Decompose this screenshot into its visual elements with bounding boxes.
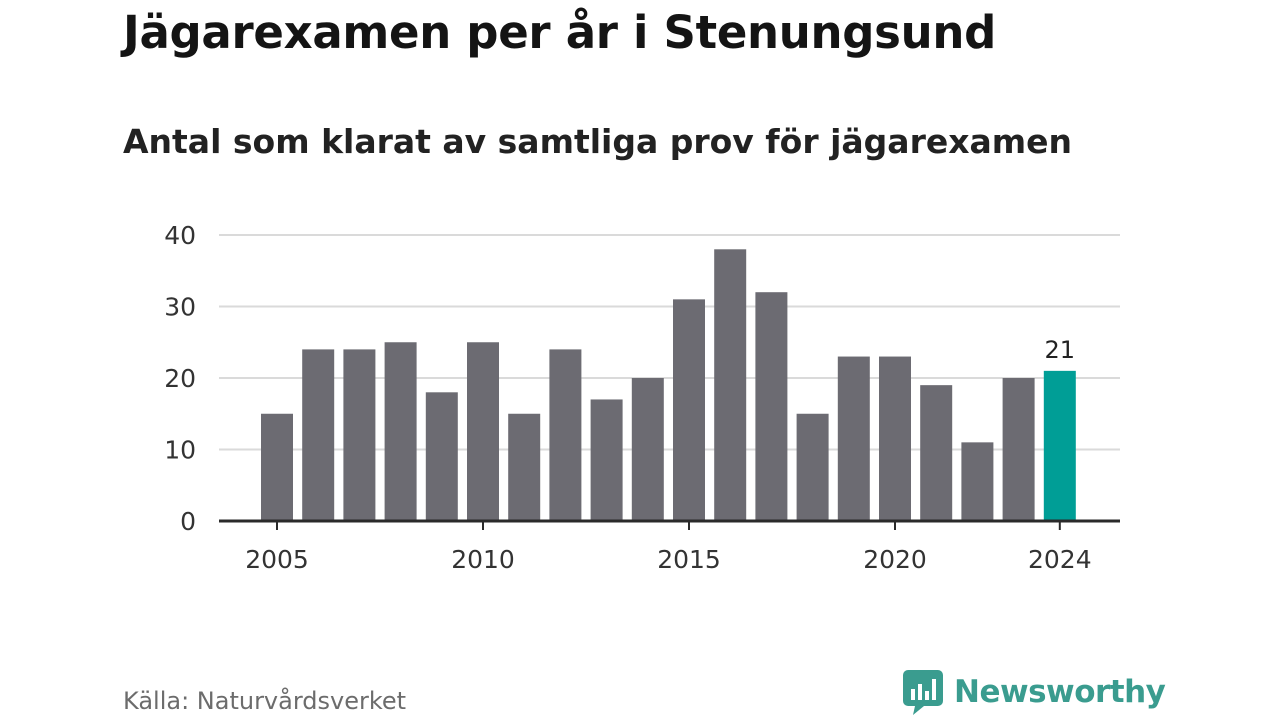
bar: [508, 413, 541, 521]
bar: [755, 292, 788, 521]
bar: [714, 249, 747, 522]
bar: [549, 349, 582, 521]
newsworthy-logo-icon: [903, 670, 943, 715]
y-tick-label: 40: [164, 221, 196, 250]
bar: [302, 349, 335, 521]
bar: [837, 356, 870, 521]
bar: [673, 299, 705, 521]
source-note: Källa: Naturvårdsverket: [123, 687, 407, 715]
bar: [879, 356, 911, 521]
y-tick-label: 20: [164, 364, 196, 393]
x-tick-label: 2010: [451, 545, 515, 574]
bar: [796, 413, 829, 521]
bar: [631, 378, 664, 521]
logo-bar: [911, 689, 915, 700]
bar: [384, 342, 417, 521]
logo-bar: [932, 679, 936, 700]
brand-name: Newsworthy: [954, 674, 1166, 710]
logo-bar: [918, 684, 922, 700]
newsworthy-logo: Newsworthy: [902, 669, 1166, 715]
bar-chart: 0 10 20 30 40 2005 2010 2015 2020 2024 21: [164, 221, 1120, 574]
x-tick-label: 2020: [863, 545, 927, 574]
bar: [1043, 370, 1076, 521]
x-tick-label: 2015: [657, 545, 721, 574]
x-axis-ticks: 2005 2010 2015 2020 2024: [245, 521, 1092, 574]
bar: [920, 385, 953, 521]
x-tick-label: 2005: [245, 545, 309, 574]
y-tick-label: 30: [164, 293, 196, 322]
bar: [1002, 378, 1035, 521]
bar: [467, 342, 499, 521]
x-tick-label: 2024: [1028, 545, 1092, 574]
logo-bubble: [903, 670, 943, 715]
bar: [590, 399, 623, 521]
bar: [961, 442, 994, 521]
bar: [343, 349, 376, 521]
bar: [425, 392, 458, 521]
data-labels: 21: [1045, 336, 1076, 364]
y-tick-label: 0: [180, 507, 196, 536]
data-label: 21: [1045, 336, 1076, 364]
logo-bar: [925, 691, 929, 700]
chart-title: Jägarexamen per år i Stenungsund: [123, 6, 997, 59]
y-tick-label: 10: [164, 436, 196, 465]
y-axis-tick-labels: 0 10 20 30 40: [164, 221, 196, 536]
bars: [261, 249, 1076, 522]
chart-subtitle: Antal som klarat av samtliga prov för jä…: [123, 122, 1073, 161]
bar: [261, 413, 293, 521]
